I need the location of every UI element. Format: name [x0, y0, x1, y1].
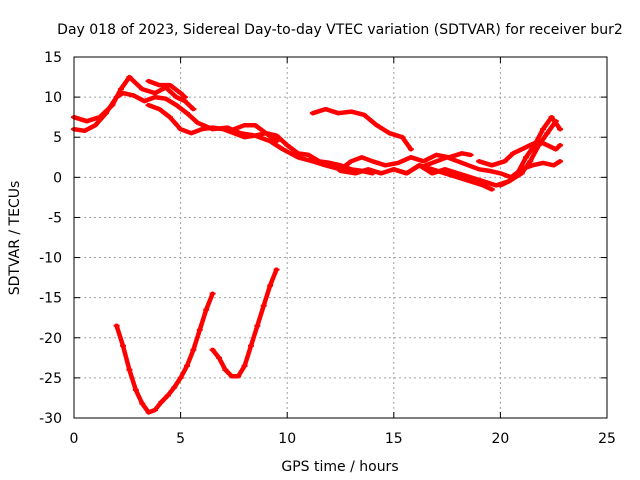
data-layer — [71, 74, 564, 415]
series-track-n — [209, 267, 280, 379]
y-axis-label: SDTVAR / TECUs — [7, 181, 23, 296]
y-tick-label: 15 — [44, 50, 62, 66]
series-track-b — [71, 74, 197, 124]
x-tick-label: 0 — [70, 431, 79, 447]
series-trace — [114, 291, 215, 415]
series-track-f — [309, 106, 414, 152]
y-tick-label: -5 — [48, 210, 62, 226]
x-tick-label: 5 — [176, 431, 185, 447]
chart-title: Day 018 of 2023, Sidereal Day-to-day VTE… — [57, 22, 623, 38]
grid-layer — [74, 57, 607, 418]
y-tick-label: 5 — [53, 130, 62, 146]
x-tick-label: 15 — [385, 431, 403, 447]
y-tick-label: -20 — [39, 331, 62, 347]
x-axis-label: GPS time / hours — [281, 459, 398, 475]
series-track-m — [113, 291, 216, 415]
y-tick-label: 10 — [44, 90, 62, 106]
x-tick-label: 20 — [491, 431, 509, 447]
y-tick-label: -25 — [39, 371, 62, 387]
x-tick-label: 10 — [278, 431, 296, 447]
y-tick-label: -30 — [39, 411, 62, 427]
series-track-i — [390, 118, 559, 188]
y-tick-label: -10 — [39, 251, 62, 267]
x-tick-label: 25 — [598, 431, 616, 447]
series-trace — [476, 138, 563, 168]
series-track-k — [476, 138, 564, 168]
series-trace — [498, 114, 563, 188]
series-track-l — [497, 114, 564, 188]
y-tick-label: -15 — [39, 291, 62, 307]
y-tick-label: 0 — [53, 170, 62, 186]
tick-layer: 0 5 10 15 20 25 -30 -25 -20 -15 -10 -5 0 5 10 15 — [39, 50, 616, 447]
plot-frame — [73, 56, 608, 419]
series-track-d — [145, 78, 188, 100]
